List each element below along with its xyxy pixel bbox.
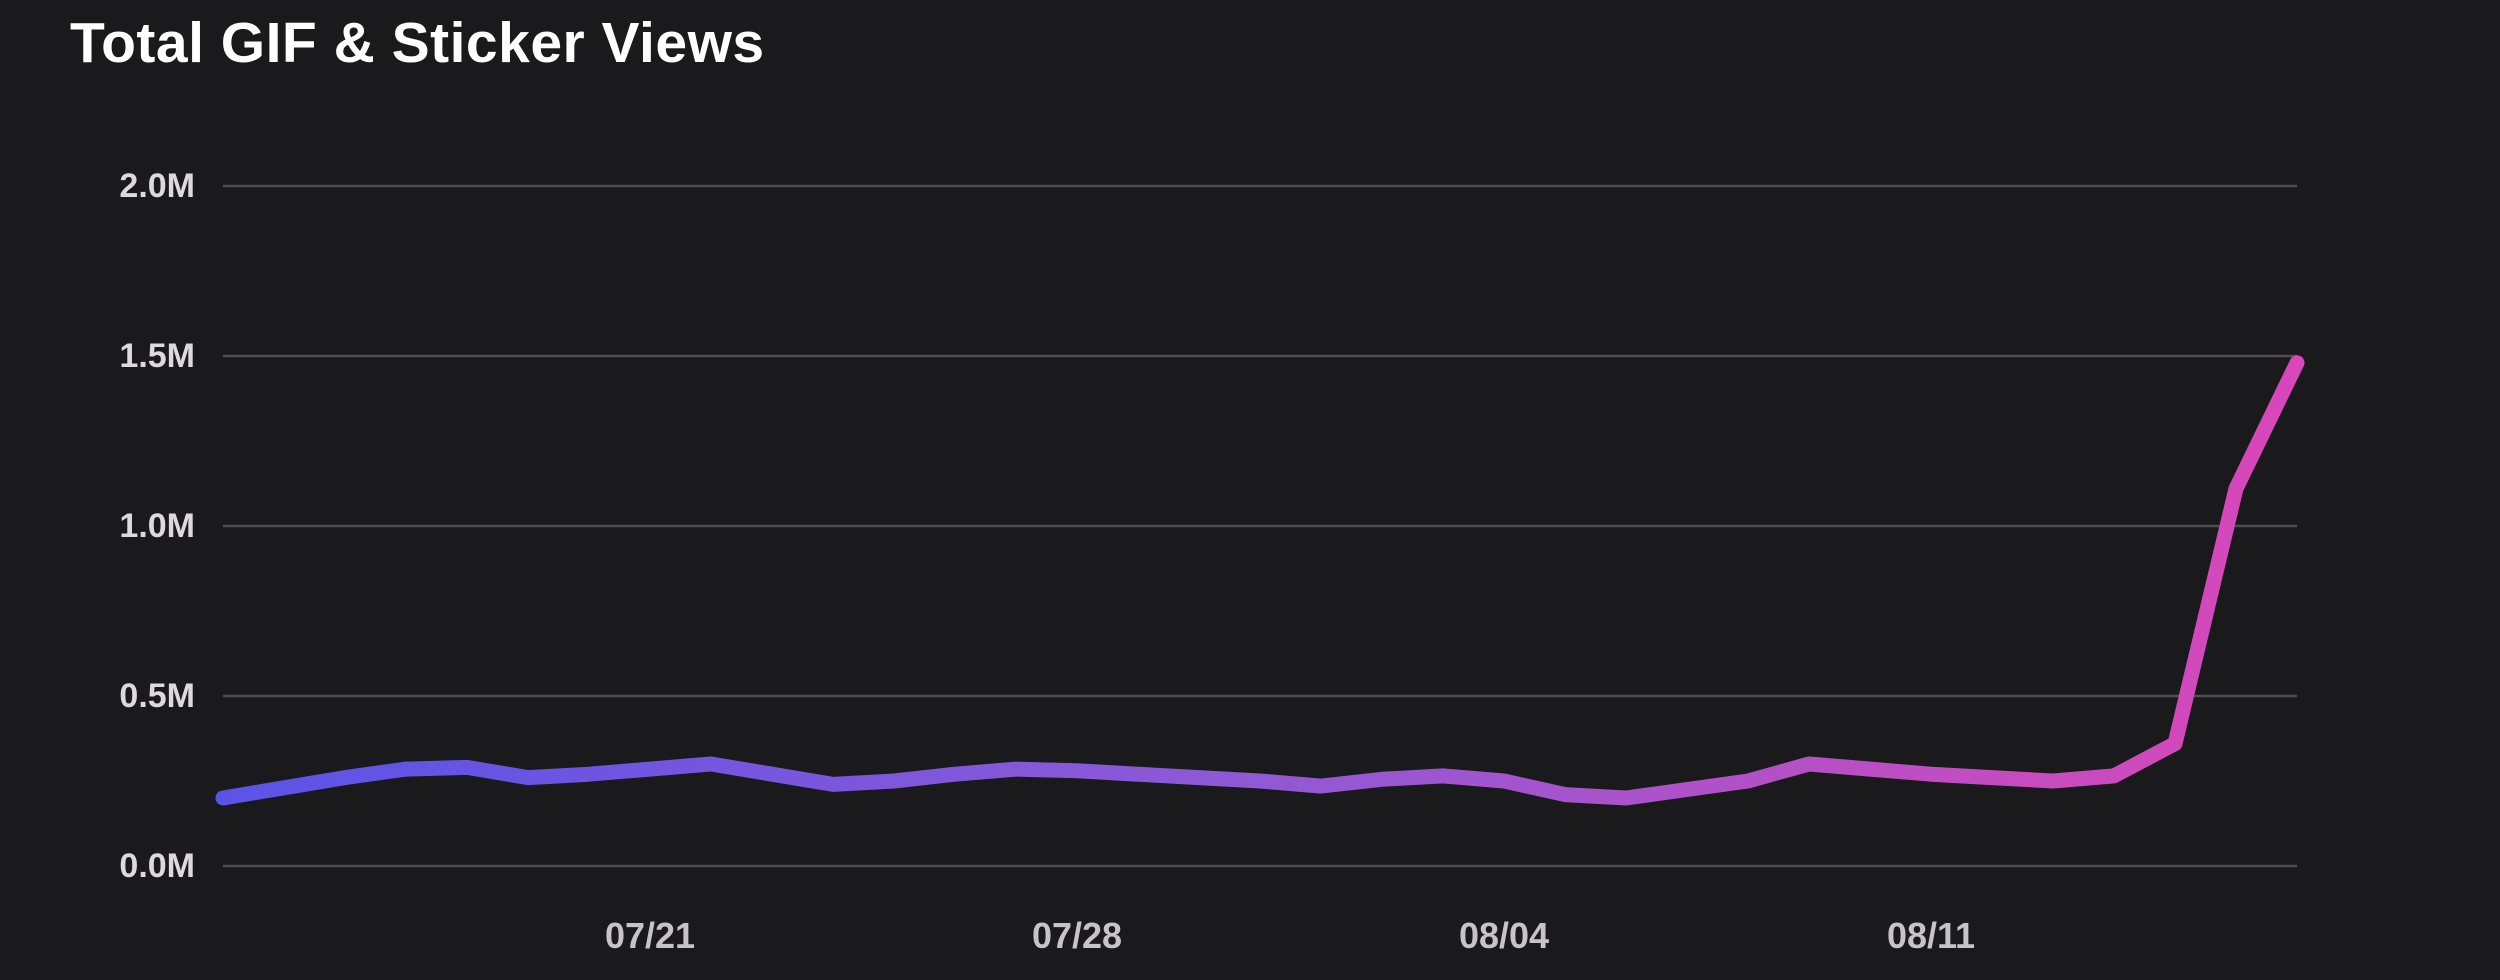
x-axis-tick-label: 07/28 — [1032, 915, 1122, 956]
y-axis-tick-label: 0.0M — [119, 847, 195, 885]
y-axis-tick-label: 0.5M — [119, 677, 195, 715]
y-axis-tick-label: 1.0M — [119, 507, 195, 545]
x-axis-tick-label: 07/21 — [605, 915, 695, 956]
y-axis-tick-label: 1.5M — [119, 337, 195, 375]
x-axis-tick-label: 08/04 — [1459, 915, 1549, 956]
y-axis-tick-label: 2.0M — [119, 167, 195, 205]
x-axis-tick-label: 08/11 — [1887, 915, 1975, 956]
chart-title: Total GIF & Sticker Views — [70, 11, 765, 75]
total-views-line — [215, 355, 2305, 806]
